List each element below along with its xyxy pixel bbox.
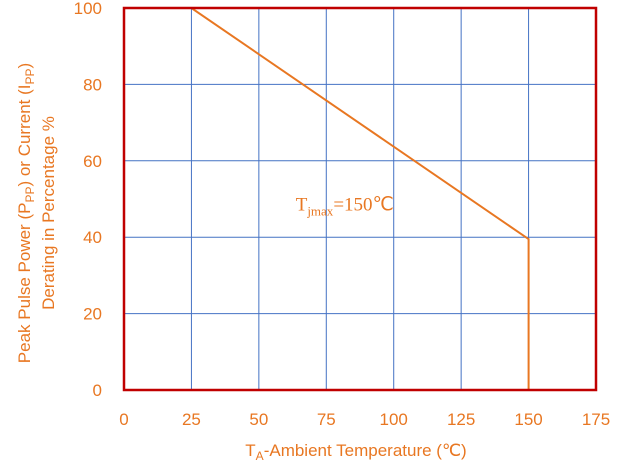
- y-axis-ticks: 0 20 40 60 80 100: [74, 0, 102, 400]
- y-tick-label: 20: [83, 305, 102, 324]
- x-axis-label-rest: -Ambient Temperature (℃): [264, 441, 467, 460]
- tjmax-annotation: Tjmax=150℃: [296, 194, 394, 218]
- annotation-main: T: [296, 194, 308, 215]
- y-axis-label-b: ) or Current (I: [15, 85, 34, 187]
- y-axis-label-a: Peak Pulse Power (P: [15, 203, 34, 364]
- y-tick-label: 40: [83, 228, 102, 247]
- y-tick-label: 80: [83, 75, 102, 94]
- plot-frame: [122, 6, 598, 392]
- x-axis-label: TA-Ambient Temperature (℃): [245, 441, 466, 463]
- y-tick-label: 60: [83, 152, 102, 171]
- x-tick-label: 125: [447, 410, 475, 429]
- x-tick-label: 175: [582, 410, 610, 429]
- annotation-rest: =150℃: [333, 194, 394, 215]
- x-tick-label: 25: [182, 410, 201, 429]
- y-axis-label-a-sub: PP: [23, 187, 37, 203]
- y-tick-label: 0: [93, 381, 102, 400]
- x-tick-label: 0: [119, 410, 128, 429]
- x-axis-label-main: T: [245, 441, 255, 460]
- annotation-sub: jmax: [306, 203, 333, 218]
- y-axis-label-line1: Peak Pulse Power (PPP) or Current (IPP): [15, 63, 37, 363]
- x-tick-label: 150: [514, 410, 542, 429]
- y-axis-label-b-sub: PP: [23, 68, 37, 84]
- y-axis-label-line2: Derating in Percentage %: [39, 116, 58, 310]
- y-axis-label-c: ): [15, 63, 34, 69]
- x-axis-label-sub: A: [256, 449, 264, 463]
- x-tick-label: 50: [249, 410, 268, 429]
- x-tick-label: 75: [317, 410, 336, 429]
- x-tick-label: 100: [380, 410, 408, 429]
- y-tick-label: 100: [74, 0, 102, 18]
- x-axis-ticks: 0 25 50 75 100 125 150 175: [119, 410, 610, 429]
